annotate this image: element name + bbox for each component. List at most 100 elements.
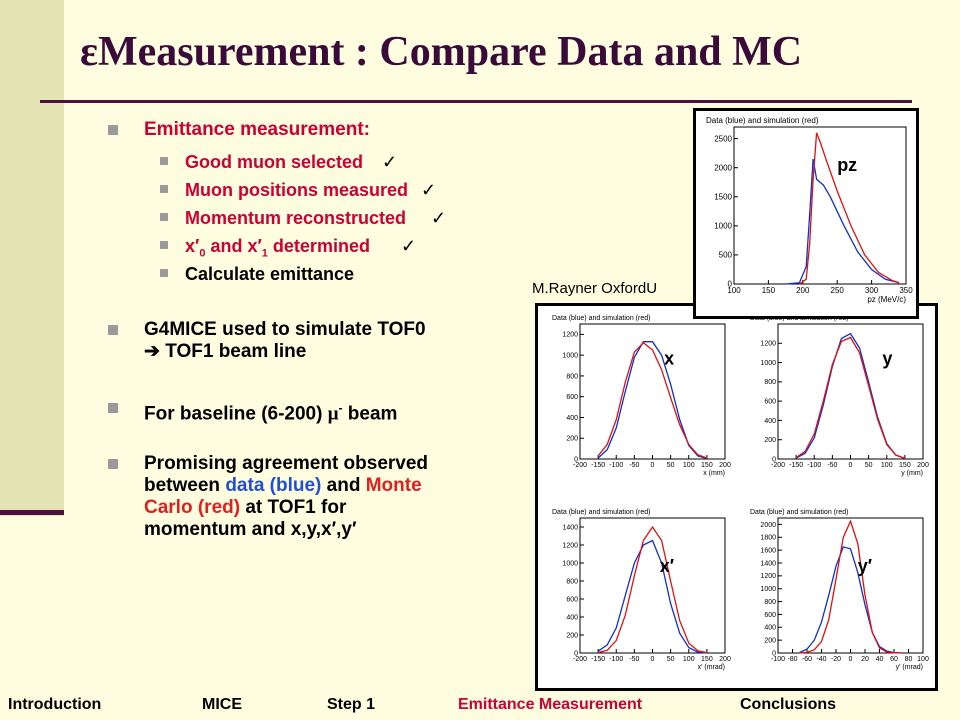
x-tick-label: 150	[762, 286, 776, 295]
y-tick-label: 1200	[760, 573, 776, 580]
x-tick-label: -150	[591, 462, 605, 469]
y-tick-label: 1200	[562, 332, 578, 339]
footer-conclusions[interactable]: Conclusions	[740, 696, 837, 713]
sub-bullet-text: and x′	[205, 236, 262, 256]
y-tick-label: 1200	[562, 542, 578, 549]
mc-series-line	[799, 132, 900, 285]
author-credit: M.Rayner OxfordU	[532, 280, 658, 297]
y-tick-label: 200	[566, 436, 578, 443]
x-tick-label: -150	[789, 462, 803, 469]
y-tick-label: 0	[574, 650, 578, 657]
x-tick-label: -50	[629, 462, 639, 469]
y-tick-label: 200	[566, 632, 578, 639]
sub-bullet-text: x′	[185, 236, 200, 256]
bullet-line: Carlo (red) at TOF1 for	[144, 497, 428, 519]
plot-pz: Data (blue) and simulation (red) 100 150 20…	[706, 116, 913, 304]
y-tick-label: 800	[764, 379, 776, 386]
distribution-plots-svg: Data (blue) and simulation (red) -200 -150…	[552, 315, 929, 671]
x-tick-label: 40	[876, 656, 884, 663]
plot-label: y	[882, 349, 892, 369]
bullet-text: and	[321, 475, 366, 496]
plot-frame	[579, 517, 726, 654]
x-tick-label: 200	[719, 462, 731, 469]
footer-introduction[interactable]: Introduction	[8, 696, 102, 713]
bullet-emittance: Emittance measurement:	[144, 119, 370, 140]
y-tick-label: 1000	[760, 360, 776, 367]
y-tick-label: 1500	[714, 192, 732, 201]
bullet-text: beam	[342, 403, 398, 425]
x-tick-label: 200	[917, 462, 929, 469]
x-tick-label: -80	[787, 656, 797, 663]
plot-frame	[777, 517, 924, 654]
bullet-text: For baseline (6-200)	[144, 403, 328, 425]
sub-bullet-marker	[160, 241, 168, 249]
y-tick-label: 0	[574, 456, 578, 463]
mc-red-text: Carlo (red)	[144, 497, 241, 518]
y-tick-label: 1000	[714, 222, 732, 231]
footer-nav: Introduction MICE Step 1 Emittance Measu…	[0, 694, 960, 718]
bullet-marker	[108, 459, 118, 469]
subscript: 1	[261, 247, 268, 260]
sub-bullet-marker	[160, 213, 168, 221]
panel-title: Data (blue) and simulation (red)	[706, 116, 819, 125]
mc-series-line	[795, 336, 906, 459]
bullet-marker	[108, 403, 118, 413]
bullet-line: Promising agreement observed	[144, 453, 429, 474]
y-tick-label: 400	[566, 614, 578, 621]
plot-frame	[579, 323, 726, 460]
y-tick-label: 1800	[760, 535, 776, 542]
y-tick-label: 400	[764, 418, 776, 425]
check-icon: ✓	[400, 236, 417, 256]
sub-bullet-text: determined	[267, 236, 370, 256]
y-tick-label: 200	[764, 637, 776, 644]
x-axis-label: pz (MeV/c)	[867, 295, 906, 304]
y-tick-label: 1400	[562, 524, 578, 531]
x-tick-label: -50	[827, 462, 837, 469]
y-tick-label: 0	[772, 650, 776, 657]
x-tick-label: 200	[719, 656, 731, 663]
x-axis-label: x (mm)	[703, 470, 725, 477]
x-tick-label: 150	[899, 462, 911, 469]
bullet-line: momentum and x,y,x′,y′	[144, 519, 357, 540]
bullet-promising: Promising agreement observed between dat…	[144, 453, 428, 541]
y-tick-label: 400	[566, 415, 578, 422]
y-tick-label: 800	[566, 373, 578, 380]
x-tick-label: -200	[573, 656, 587, 663]
mu-symbol: μ	[327, 403, 339, 425]
plot-y: Data (blue) and simulation (red)-200-150…	[750, 315, 929, 477]
y-tick-label: 1000	[760, 586, 776, 593]
y-tick-label: 800	[566, 578, 578, 585]
x-axis-label: y (mm)	[901, 470, 923, 477]
footer-mice[interactable]: MICE	[202, 696, 242, 713]
panel-title: Data (blue) and simulation (red)	[552, 315, 650, 322]
footer-step1[interactable]: Step 1	[327, 696, 376, 713]
x-tick-label: 60	[890, 656, 898, 663]
sub-bullet-marker	[160, 157, 168, 165]
x-tick-label: 150	[701, 462, 713, 469]
slide-title: εMeasurement : Compare Data and MC	[80, 28, 940, 76]
left-accent-bar-edge	[0, 510, 64, 515]
y-tick-label: 1600	[760, 547, 776, 554]
panel-title: Data (blue) and simulation (red)	[750, 509, 848, 516]
sub-bullet-text: Good muon selected	[185, 152, 364, 172]
y-tick-label: 600	[566, 394, 578, 401]
x-tick-label: 100	[727, 286, 741, 295]
distribution-panels: Data (blue) and simulation (red) -200 -150…	[535, 303, 938, 691]
footer-emittance-measurement[interactable]: Emittance Measurement	[458, 696, 643, 713]
bullet-line: between data (blue) and Monte	[144, 475, 428, 497]
plot-frame	[733, 126, 907, 285]
x-tick-label: 150	[701, 656, 713, 663]
y-tick-label: 2500	[714, 134, 732, 143]
x-tick-label: 20	[861, 656, 869, 663]
plot-x: Data (blue) and simulation (red) -200 -150…	[552, 315, 731, 477]
x-tick-label: -100	[771, 656, 785, 663]
bullet-line: G4MICE used to simulate TOF0	[144, 319, 426, 340]
pz-panel: Data (blue) and simulation (red) 100 150 20…	[693, 108, 919, 319]
bullet-baseline: For baseline (6-200) μ- beam	[144, 397, 397, 425]
x-tick-label: 0	[651, 656, 655, 663]
x-tick-label: 300	[865, 286, 879, 295]
panel-title: Data (blue) and simulation (red)	[552, 509, 650, 516]
data-series-line	[597, 341, 708, 460]
x-tick-label: 0	[849, 462, 853, 469]
x-tick-label: 100	[683, 462, 695, 469]
